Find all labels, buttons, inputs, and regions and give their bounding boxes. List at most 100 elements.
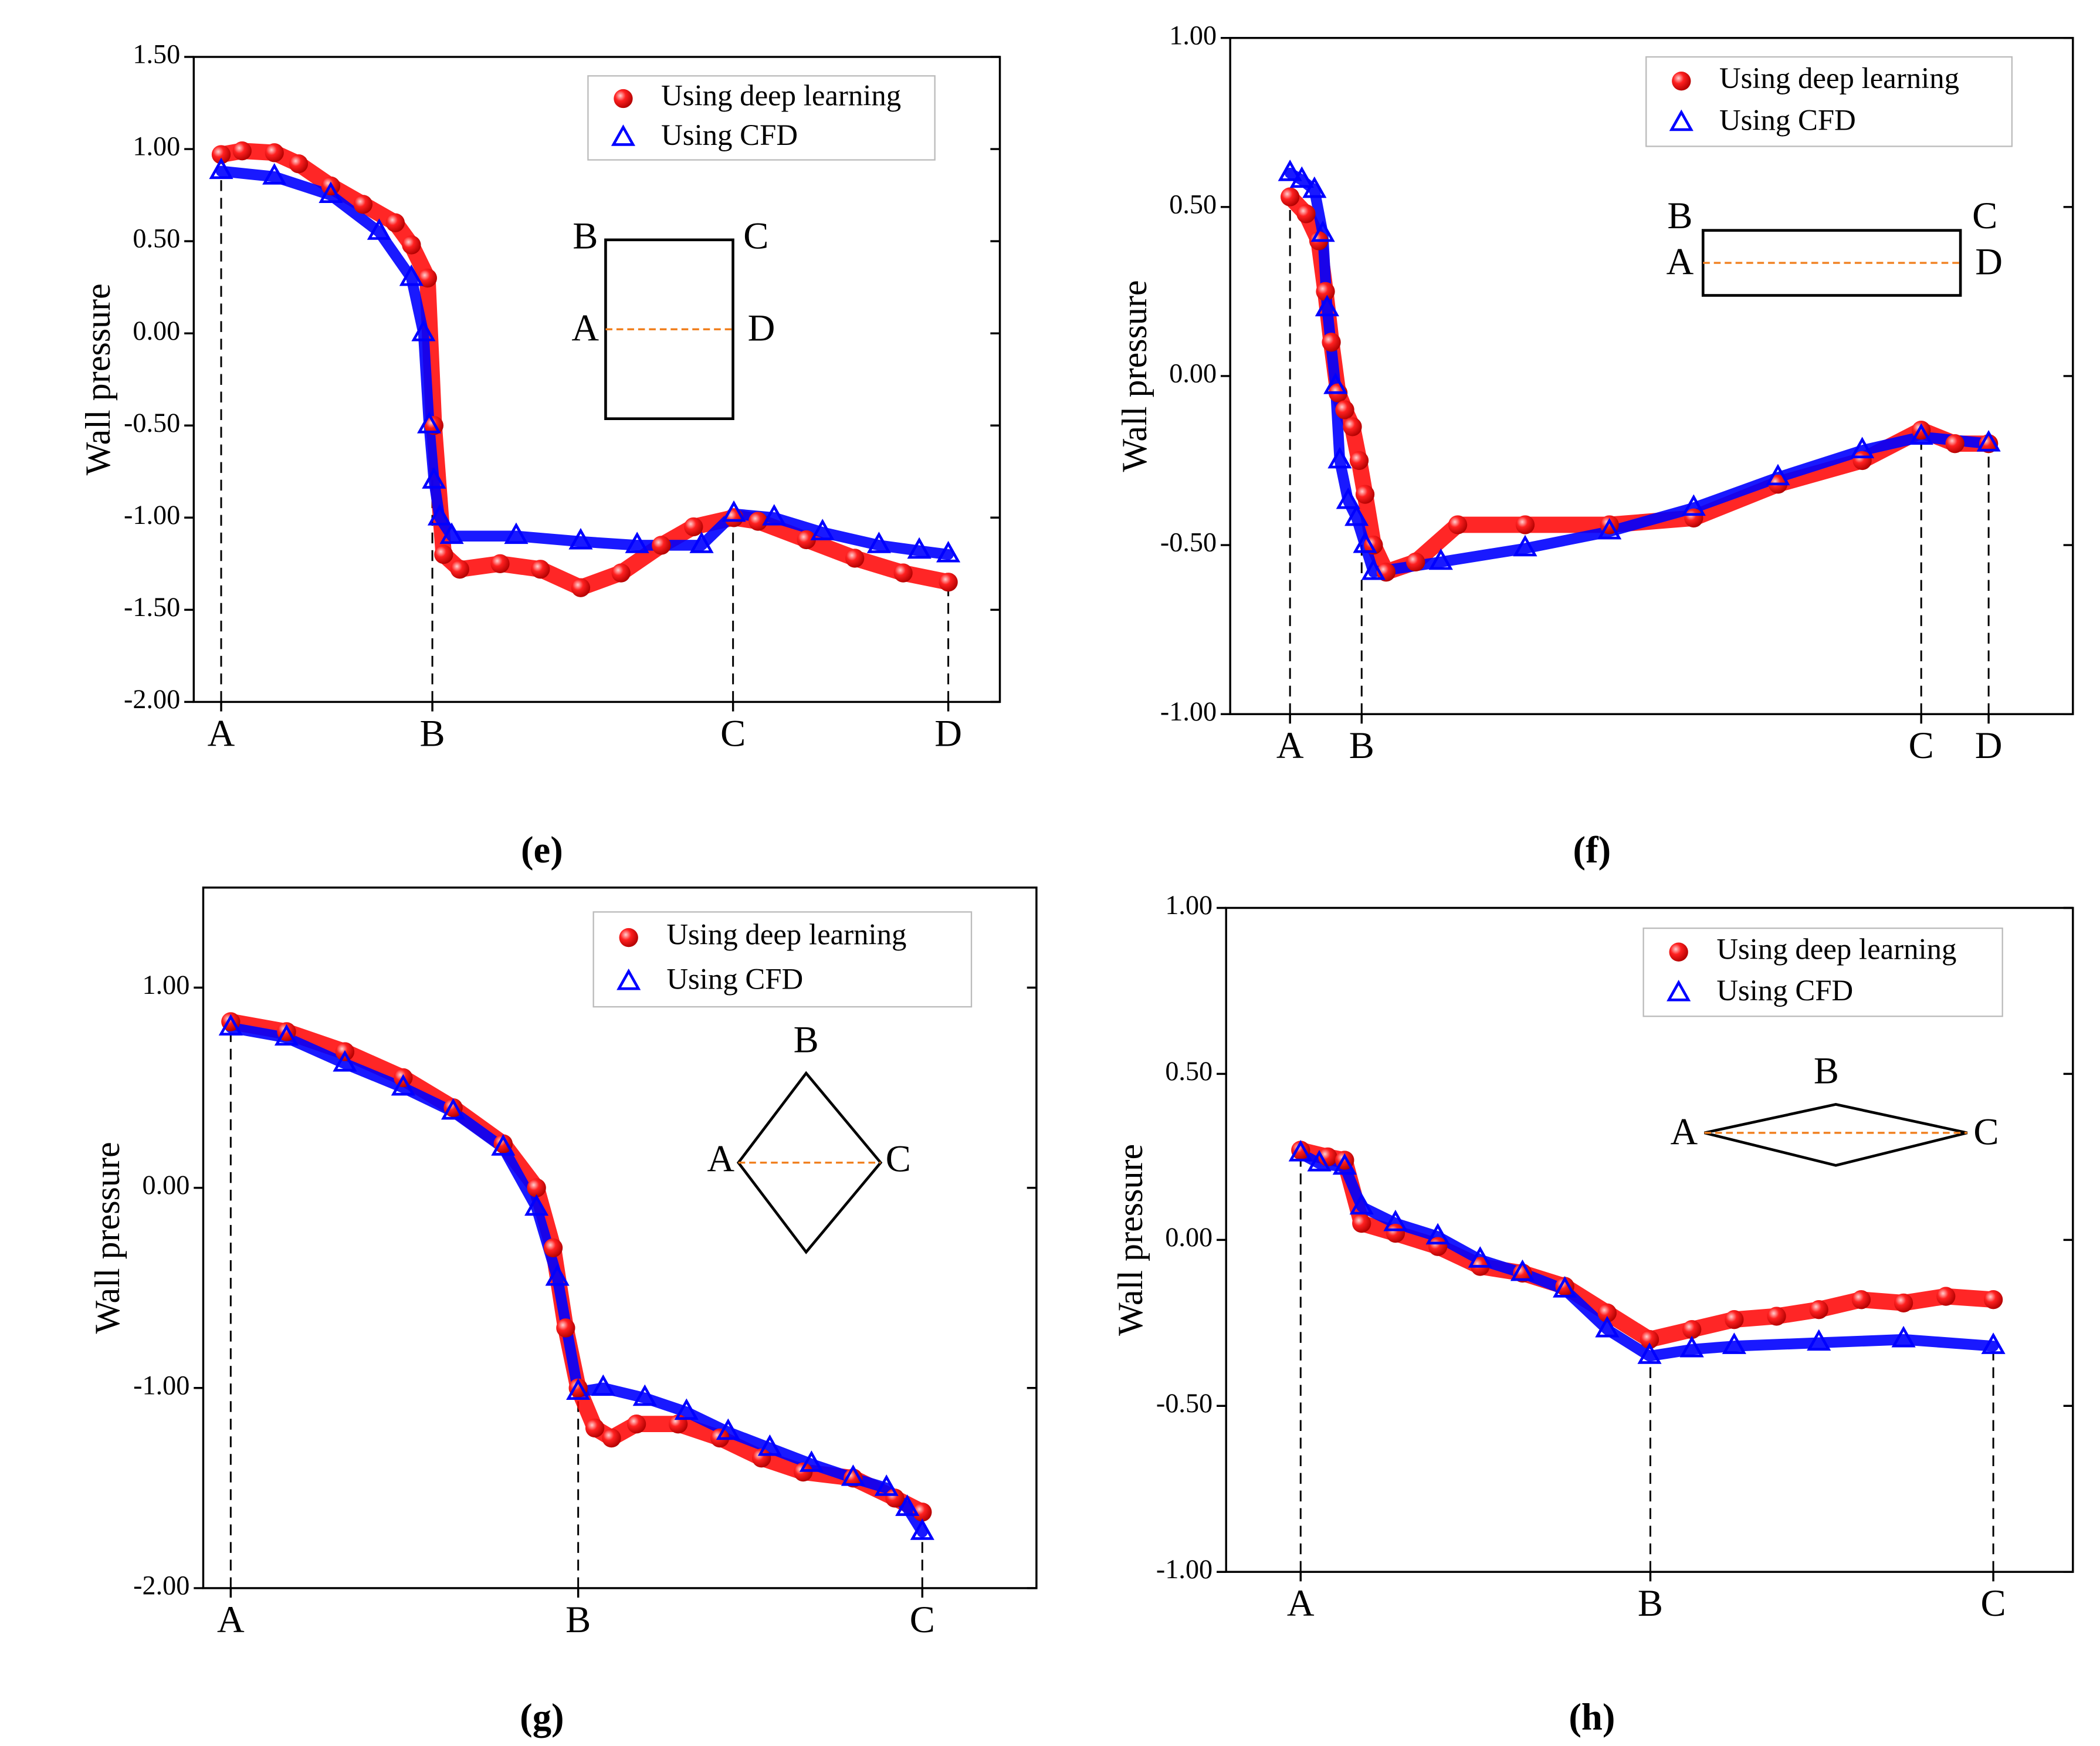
data-point	[1555, 1277, 1574, 1296]
data-point	[367, 218, 391, 240]
y-tick-label: -0.50	[1156, 1388, 1212, 1418]
data-point	[211, 145, 231, 164]
inset-label: C	[743, 215, 768, 257]
data-point	[1894, 1293, 1913, 1313]
y-tick-label: 0.00	[133, 316, 180, 346]
inset-label: A	[1667, 241, 1694, 283]
data-point	[439, 522, 464, 544]
data-point	[209, 157, 233, 180]
y-tick-label: 0.00	[1165, 1222, 1212, 1252]
data-point	[1725, 1310, 1744, 1329]
x-tick-label: B	[565, 1598, 591, 1640]
y-tick-label: -2.00	[124, 684, 180, 714]
plot-frame	[192, 56, 1001, 703]
data-point	[385, 213, 405, 232]
series-band	[1292, 1142, 2001, 1348]
data-point	[1278, 159, 1302, 181]
legend-label: Using deep learning	[666, 918, 906, 951]
y-tick-label: 1.00	[133, 131, 180, 161]
data-point	[874, 1474, 899, 1496]
data-point	[1891, 1325, 1916, 1348]
data-point	[1681, 494, 1706, 516]
data-point	[1316, 282, 1335, 302]
inset-label: B	[1667, 194, 1692, 236]
y-tick-label: -1.00	[133, 1370, 189, 1400]
data-point	[893, 563, 913, 583]
data-point	[841, 1464, 865, 1486]
data-point	[1307, 1150, 1332, 1172]
inset-label: D	[748, 307, 775, 349]
data-point	[399, 264, 424, 286]
data-point	[566, 1378, 591, 1400]
x-tick-label: B	[1638, 1582, 1663, 1624]
data-point	[218, 1014, 243, 1036]
inset-label: A	[1671, 1110, 1698, 1152]
data-point	[1353, 531, 1377, 553]
data-point	[1597, 1303, 1617, 1322]
plot-frame	[202, 886, 1038, 1589]
data-point	[1281, 187, 1300, 207]
data-point	[895, 1494, 920, 1516]
data-point	[1669, 942, 1688, 962]
data-point	[450, 560, 469, 579]
data-point	[1637, 1342, 1662, 1364]
data-point	[1909, 423, 1933, 445]
data-point	[1335, 400, 1354, 419]
data-point	[1468, 1246, 1492, 1268]
data-point	[626, 1414, 646, 1434]
inset-label: D	[1975, 241, 2003, 283]
x-tick-label: A	[1276, 724, 1304, 766]
data-point	[1851, 1290, 1871, 1310]
data-point	[757, 1434, 782, 1456]
data-point	[652, 536, 671, 555]
legend-box	[592, 911, 973, 1008]
y-tick-label: 1.00	[143, 970, 190, 1000]
series-band	[1282, 188, 1997, 581]
data-point	[1296, 204, 1316, 224]
y-tick-label: -1.00	[1160, 696, 1217, 726]
data-point	[490, 554, 510, 573]
y-axis-label: Wall pressure	[1110, 1144, 1150, 1336]
data-point	[491, 1134, 516, 1156]
y-tick-label: -2.00	[133, 1571, 189, 1600]
data-point	[1310, 220, 1335, 242]
data-point	[1669, 109, 1693, 131]
data-point	[1336, 487, 1360, 509]
data-point	[614, 89, 633, 109]
series-band	[222, 1013, 931, 1521]
inset-label: B	[794, 1018, 819, 1060]
data-point	[262, 163, 287, 185]
data-point	[1945, 434, 1964, 454]
data-point	[1289, 166, 1314, 188]
data-point	[1327, 446, 1352, 469]
x-tick-label: C	[720, 712, 746, 754]
data-point	[1682, 1319, 1702, 1339]
inset-shape	[604, 238, 734, 420]
data-point	[1332, 1153, 1357, 1175]
y-tick-label: 0.50	[133, 224, 180, 253]
y-tick-label: -1.00	[124, 500, 180, 530]
panel-caption: (e)	[521, 828, 563, 871]
inset-label: B	[573, 215, 598, 257]
data-point	[1288, 1140, 1313, 1162]
legend-label: Using deep learning	[1716, 932, 1956, 965]
data-point	[1383, 1209, 1408, 1231]
data-point	[939, 573, 958, 592]
data-point	[910, 1518, 934, 1540]
legend-label: Using CFD	[1716, 974, 1853, 1007]
data-point	[568, 527, 593, 550]
data-point	[434, 544, 453, 564]
y-tick-label: -1.50	[124, 592, 180, 622]
x-tick-label: D	[1975, 724, 2003, 766]
data-point	[1349, 1193, 1374, 1215]
data-point	[391, 1074, 415, 1096]
data-point	[1355, 485, 1375, 504]
x-tick-label: B	[420, 712, 445, 754]
data-point	[333, 1050, 357, 1072]
legend-label: Using deep learning	[661, 79, 901, 112]
y-tick-label: 1.50	[133, 39, 180, 69]
y-tick-label: 1.00	[1165, 890, 1212, 920]
y-axis-label: Wall pressure	[87, 1142, 127, 1334]
data-point	[617, 968, 641, 990]
